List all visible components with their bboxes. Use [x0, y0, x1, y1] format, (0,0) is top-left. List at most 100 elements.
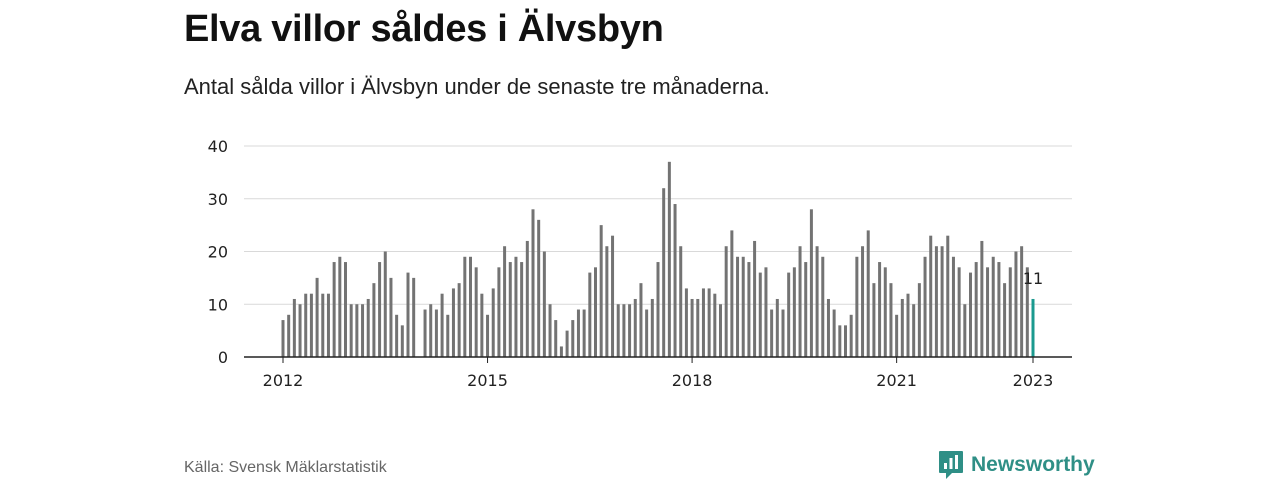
bar-chart-logo-icon — [939, 451, 963, 479]
bar — [684, 288, 688, 357]
brand-name: Newsworthy — [971, 453, 1095, 476]
bar — [758, 272, 762, 357]
bar — [559, 346, 563, 357]
bar — [747, 262, 751, 357]
bar — [826, 298, 830, 357]
bar — [957, 267, 961, 357]
bar — [912, 304, 916, 357]
bar — [508, 262, 512, 357]
bar — [838, 325, 842, 357]
bar — [1014, 251, 1018, 357]
x-tick-label: 2023 — [1013, 371, 1054, 390]
bar — [775, 298, 779, 357]
x-tick-label: 2021 — [876, 371, 917, 390]
bar — [667, 161, 671, 357]
chart-title: Elva villor såldes i Älvsbyn — [184, 8, 664, 50]
bar — [469, 256, 472, 357]
bar — [753, 240, 757, 357]
y-tick-label: 40 — [208, 137, 228, 156]
bar — [548, 304, 552, 357]
bar — [309, 293, 313, 357]
bar — [599, 225, 603, 357]
bar — [400, 325, 404, 357]
bar — [321, 293, 325, 357]
bar — [611, 235, 615, 357]
bar — [940, 246, 944, 357]
bar — [906, 293, 910, 357]
y-tick-label: 30 — [208, 190, 228, 209]
bar — [764, 267, 768, 357]
bar — [724, 246, 728, 357]
bar — [946, 235, 950, 357]
bar — [440, 293, 444, 357]
bar — [389, 277, 393, 357]
bar — [1031, 298, 1035, 357]
bar — [787, 272, 791, 357]
bar — [866, 230, 870, 357]
bar — [883, 267, 887, 357]
bar — [662, 188, 666, 357]
bar — [878, 262, 882, 357]
bar — [332, 262, 336, 357]
bar — [497, 267, 501, 357]
bar — [832, 309, 836, 357]
axes: 0 10 20 30 40 2012 2015 2018 2021 2023 11 — [208, 137, 1072, 390]
bars — [281, 161, 1035, 357]
bar — [673, 204, 677, 357]
bar — [355, 304, 359, 357]
bar — [679, 246, 683, 357]
bar — [514, 256, 518, 357]
bar — [980, 240, 984, 357]
bar — [781, 309, 785, 357]
bar — [582, 309, 586, 357]
bar — [287, 314, 291, 357]
bar — [412, 277, 416, 357]
source-note: Källa: Svensk Mäklarstatistik — [184, 459, 387, 476]
last-value-label: 11 — [1023, 269, 1043, 288]
bar — [934, 246, 938, 357]
bar — [525, 240, 529, 357]
bar — [588, 272, 592, 357]
bar — [736, 256, 740, 357]
bar — [344, 262, 347, 357]
bar — [503, 246, 507, 357]
bar — [486, 314, 490, 357]
bar — [923, 256, 927, 357]
bar — [969, 272, 972, 357]
bar — [605, 246, 609, 357]
bar — [1003, 283, 1007, 357]
chart-subtitle: Antal sålda villor i Älvsbyn under de se… — [184, 74, 770, 99]
bar — [361, 304, 365, 357]
bar — [719, 304, 722, 357]
bar — [281, 320, 285, 357]
bar — [730, 230, 734, 357]
bar — [315, 277, 319, 357]
bar — [406, 272, 410, 357]
bar — [951, 256, 955, 357]
y-tick-label: 20 — [208, 243, 228, 262]
bar — [446, 314, 450, 357]
bar — [986, 267, 990, 357]
bar — [292, 298, 296, 357]
brand-logo[interactable]: Newsworthy — [938, 450, 1095, 480]
bar — [713, 293, 717, 357]
x-tick-label: 2015 — [467, 371, 508, 390]
bar — [798, 246, 802, 357]
bar — [991, 256, 995, 357]
bar — [815, 246, 819, 357]
bar — [338, 256, 342, 357]
bar — [895, 314, 899, 357]
bar — [491, 288, 495, 357]
bar — [576, 309, 580, 357]
bar — [537, 219, 541, 357]
bar — [366, 298, 370, 357]
bar — [571, 320, 575, 357]
y-tick-label: 0 — [218, 348, 228, 367]
bar — [701, 288, 705, 357]
x-tick-label: 2012 — [263, 371, 304, 390]
bar — [565, 330, 569, 357]
bar — [770, 309, 774, 357]
bar — [690, 298, 694, 357]
bar — [741, 256, 745, 357]
bar — [707, 288, 711, 357]
